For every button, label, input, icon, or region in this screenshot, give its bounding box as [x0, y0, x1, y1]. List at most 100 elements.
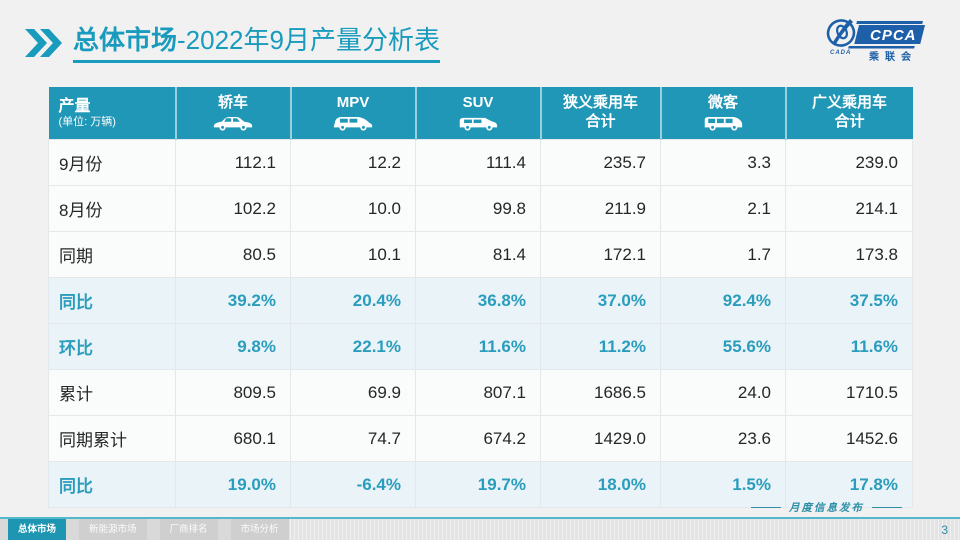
table-row: 9月份 112.1 12.2 111.4 235.7 3.3 239.0 — [48, 139, 913, 186]
tab-oem-ranking[interactable]: 厂商排名 — [159, 519, 218, 540]
row-label: 同比 — [48, 461, 176, 508]
header-unit-cell: 产量 (单位: 万辆) — [48, 87, 177, 140]
page-number: 3 — [941, 523, 948, 537]
table-row: 同期 80.5 10.1 81.4 172.1 1.7 173.8 — [48, 231, 913, 278]
microvan-icon — [704, 116, 743, 131]
header-broad-pv: 广义乘用车 合计 — [785, 87, 913, 140]
table-cell: -6.4% — [290, 461, 416, 508]
table-cell: 809.5 — [175, 369, 291, 416]
tab-market-analysis[interactable]: 市场分析 — [230, 519, 289, 540]
row-label: 环比 — [48, 323, 176, 370]
table-cell: 807.1 — [415, 369, 541, 416]
header-narrow-pv: 狭义乘用车 合计 — [540, 87, 662, 140]
table-cell: 20.4% — [290, 277, 416, 324]
table-cell: 80.5 — [175, 231, 291, 278]
page-title: 总体市场-2022年9月产量分析表 — [73, 26, 440, 63]
row-label: 8月份 — [48, 185, 176, 232]
page-title-rest: -2022年9月产量分析表 — [177, 25, 440, 55]
table-header-row: 产量 (单位: 万辆) 轿车 MPV — [48, 87, 913, 140]
footer-divider — [0, 517, 960, 519]
header-suv: SUV — [415, 87, 542, 140]
table-cell: 211.9 — [540, 185, 661, 232]
table-cell: 214.1 — [785, 185, 913, 232]
row-label: 同期 — [48, 231, 176, 278]
table-cell: 2.1 — [660, 185, 786, 232]
table-cell: 10.1 — [290, 231, 416, 278]
table-cell: 173.8 — [785, 231, 913, 278]
table-cell: 674.2 — [415, 415, 541, 462]
header-mpv: MPV — [290, 87, 417, 140]
table-cell: 1.7 — [660, 231, 786, 278]
table-cell: 37.5% — [785, 277, 913, 324]
table-cell: 19.7% — [415, 461, 541, 508]
table-cell: 235.7 — [540, 139, 661, 186]
row-label: 同比 — [48, 277, 176, 324]
table-cell: 11.6% — [785, 323, 913, 370]
table-row: 累计 809.5 69.9 807.1 1686.5 24.0 1710.5 — [48, 369, 913, 416]
row-label: 累计 — [48, 369, 176, 416]
table-cell: 36.8% — [415, 277, 541, 324]
title-block: 总体市场-2022年9月产量分析表 — [25, 26, 440, 63]
header-unit-sub: (单位: 万辆) — [58, 116, 116, 128]
table-cell: 680.1 — [175, 415, 291, 462]
table-cell: 1429.0 — [540, 415, 661, 462]
table-cell: 18.0% — [540, 461, 661, 508]
table-cell: 37.0% — [540, 277, 661, 324]
table-row: 同比 39.2% 20.4% 36.8% 37.0% 92.4% 37.5% — [48, 277, 913, 324]
sedan-icon — [213, 116, 253, 131]
table-cell: 10.0 — [290, 185, 416, 232]
svg-text:CPCA: CPCA — [870, 27, 917, 44]
header-sedan: 轿车 — [175, 87, 292, 140]
table-row: 同比 19.0% -6.4% 19.7% 18.0% 1.5% 17.8% — [48, 461, 913, 508]
tab-overall-market[interactable]: 总体市场 — [8, 519, 67, 540]
table-cell: 112.1 — [175, 139, 291, 186]
table-cell: 74.7 — [290, 415, 416, 462]
row-label: 9月份 — [48, 139, 176, 186]
table-row: 同期累计 680.1 74.7 674.2 1429.0 23.6 1452.6 — [48, 415, 913, 462]
cada-text: CADA — [830, 50, 851, 56]
table-cell: 102.2 — [175, 185, 291, 232]
header-microvan: 微客 — [660, 87, 787, 140]
cpca-wordmark: CPCA — [848, 21, 926, 49]
table-cell: 12.2 — [290, 139, 416, 186]
table-cell: 24.0 — [660, 369, 786, 416]
table-cell: 111.4 — [415, 139, 541, 186]
publication-label: 月度信息发布 — [743, 500, 910, 515]
mpv-icon — [333, 116, 373, 131]
header-unit-title: 产量 — [58, 97, 91, 115]
table-cell: 1686.5 — [540, 369, 661, 416]
table-row: 8月份 102.2 10.0 99.8 211.9 2.1 214.1 — [48, 185, 913, 232]
table-cell: 69.9 — [290, 369, 416, 416]
table-cell: 239.0 — [785, 139, 913, 186]
production-table: 产量 (单位: 万辆) 轿车 MPV — [48, 87, 913, 508]
table-cell: 55.6% — [660, 323, 786, 370]
tab-nev-market[interactable]: 新能源市场 — [79, 519, 147, 540]
table-cell: 81.4 — [415, 231, 541, 278]
double-chevron-icon — [25, 29, 63, 62]
bar-texture — [262, 519, 960, 540]
table-cell: 1.5% — [660, 461, 786, 508]
logo-cn-text: 乘联会 — [868, 50, 917, 63]
page-title-section: 总体市场 — [73, 25, 178, 55]
table-cell: 39.2% — [175, 277, 291, 324]
table-cell: 3.3 — [660, 139, 786, 186]
dash-line — [751, 507, 781, 508]
table-cell: 22.1% — [290, 323, 416, 370]
table-cell: 9.8% — [175, 323, 291, 370]
row-label: 同期累计 — [48, 415, 176, 462]
suv-icon — [459, 117, 498, 131]
table-cell: 1452.6 — [785, 415, 913, 462]
table-cell: 17.8% — [785, 461, 913, 508]
dash-line — [872, 507, 902, 508]
table-cell: 11.2% — [540, 323, 661, 370]
table-cell: 172.1 — [540, 231, 661, 278]
cpca-logo: CADA CPCA 乘联会 — [826, 13, 930, 63]
table-cell: 1710.5 — [785, 369, 913, 416]
cpca-emblem-icon — [826, 19, 856, 47]
table-cell: 92.4% — [660, 277, 786, 324]
bottom-tab-bar: 总体市场 新能源市场 厂商排名 市场分析 — [0, 519, 960, 540]
table-cell: 11.6% — [415, 323, 541, 370]
table-cell: 23.6 — [660, 415, 786, 462]
table-cell: 19.0% — [175, 461, 291, 508]
